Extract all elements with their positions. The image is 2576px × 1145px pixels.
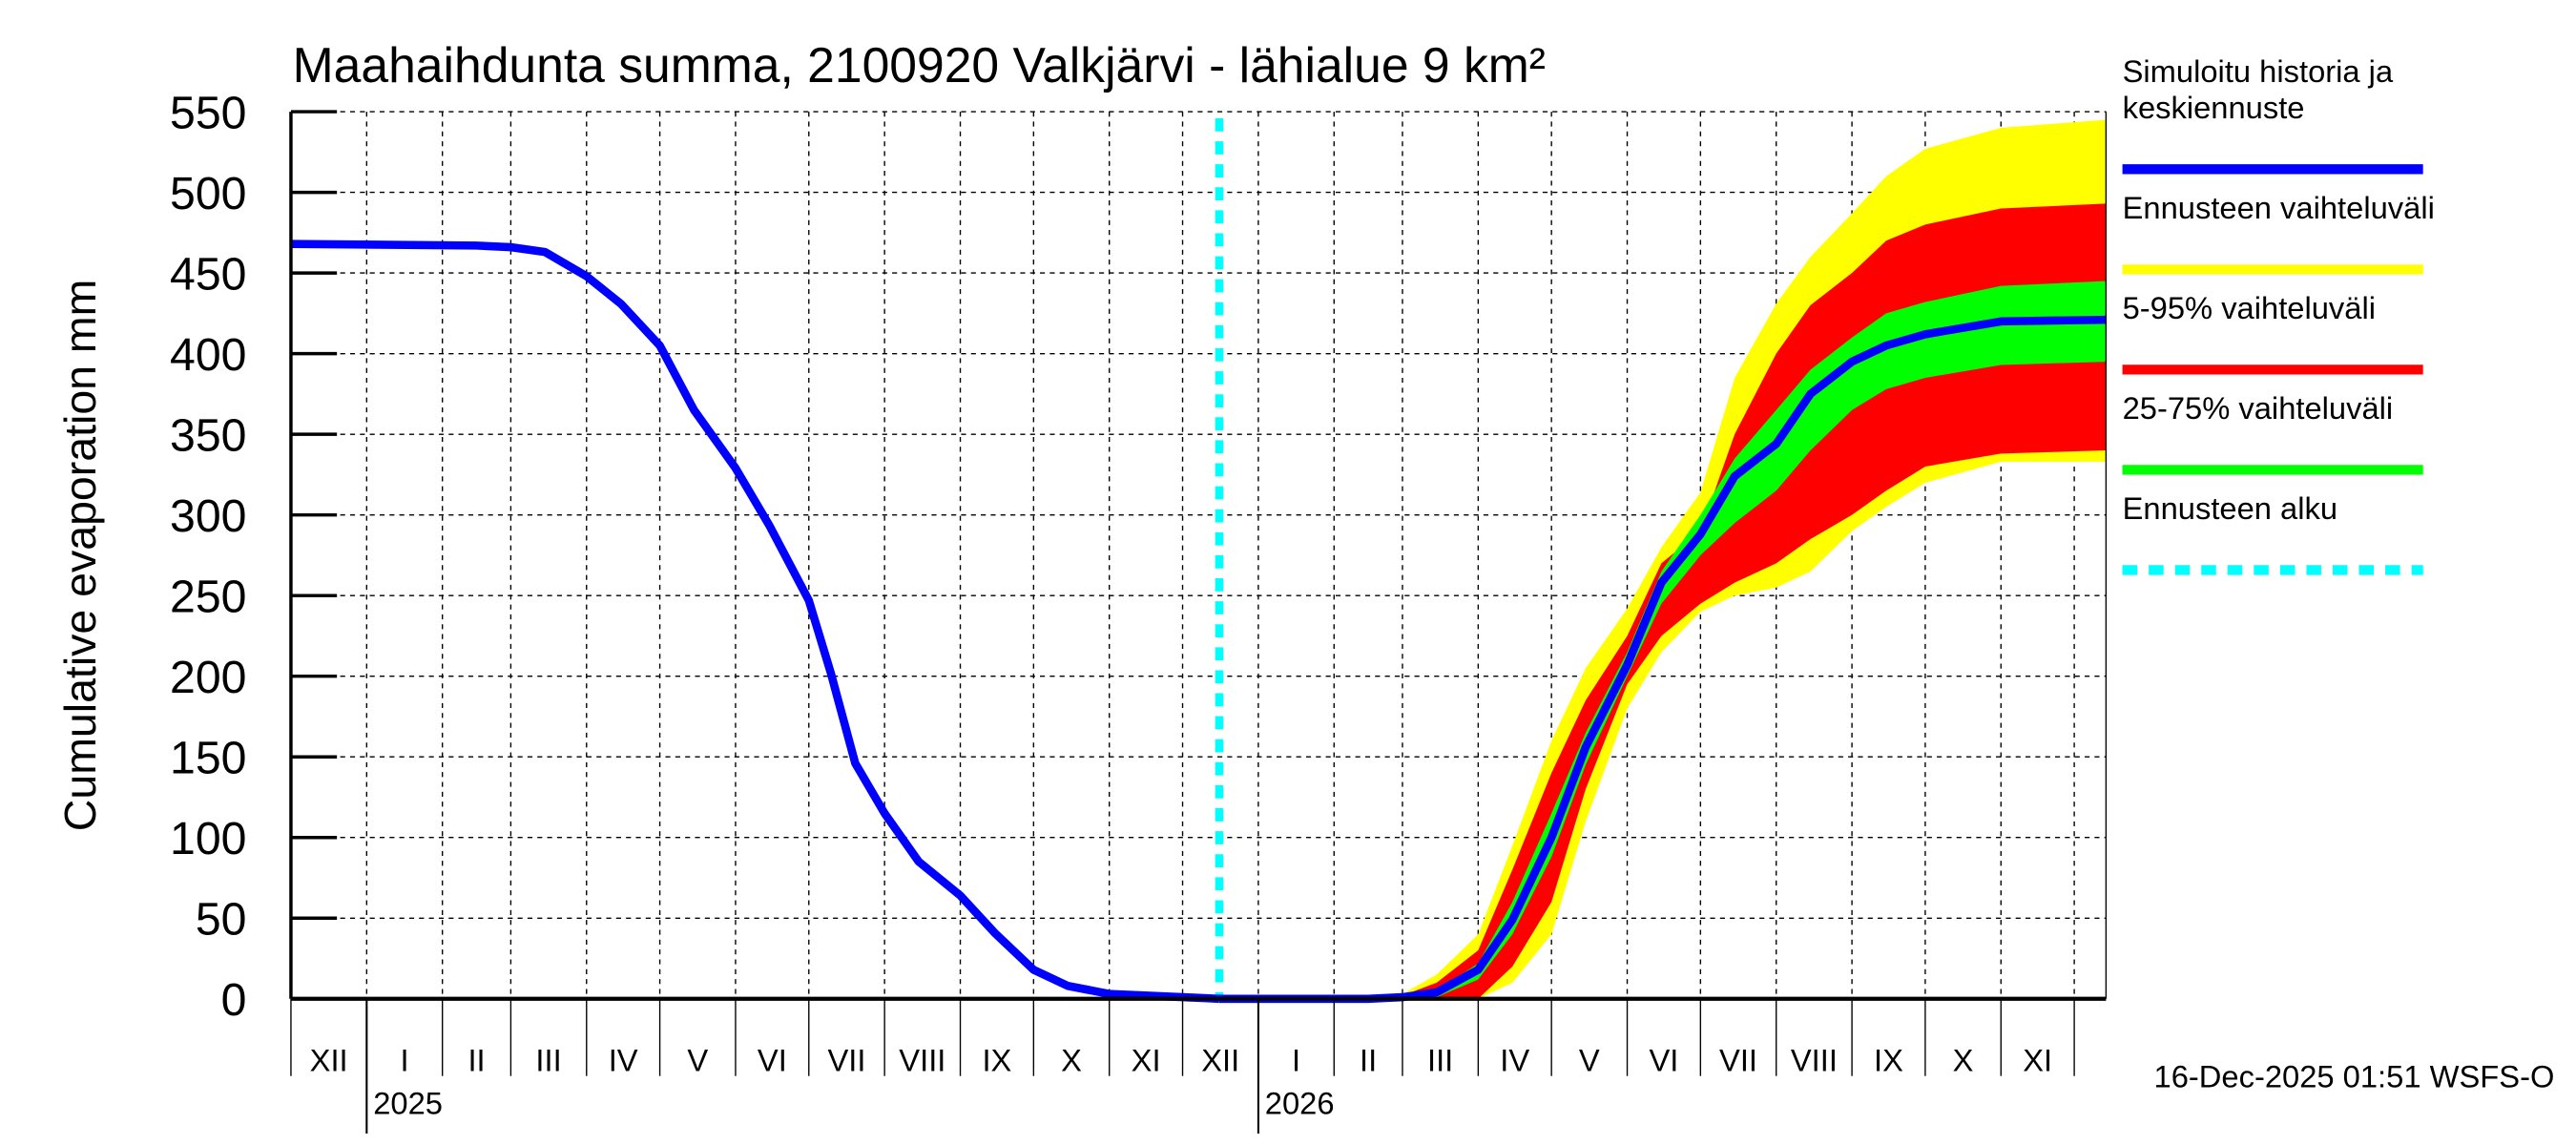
year-label: 2026 bbox=[1265, 1085, 1335, 1120]
x-tick-label: IX bbox=[1874, 1043, 1903, 1078]
x-tick-label: IV bbox=[609, 1043, 638, 1078]
x-tick-label: II bbox=[1360, 1043, 1377, 1078]
x-tick-label: IX bbox=[982, 1043, 1011, 1078]
x-tick-label: I bbox=[400, 1043, 408, 1078]
y-tick-label: 400 bbox=[170, 329, 246, 381]
x-tick-label: VIII bbox=[899, 1043, 945, 1078]
series-lines bbox=[290, 117, 2107, 1004]
band-25-75 bbox=[1218, 281, 2107, 999]
x-tick-label: VII bbox=[1719, 1043, 1757, 1078]
chart-title: Maahaihdunta summa, 2100920 Valkjärvi - … bbox=[293, 37, 1546, 93]
x-tick-label: VIII bbox=[1791, 1043, 1838, 1078]
legend-label: keskiennuste bbox=[2123, 90, 2305, 125]
legend-label: 5-95% vaihteluväli bbox=[2123, 290, 2376, 325]
x-tick-label: VI bbox=[1649, 1043, 1678, 1078]
grid bbox=[290, 111, 2107, 999]
x-tick-label: X bbox=[1953, 1043, 1974, 1078]
legend-label: Ennusteen vaihteluväli bbox=[2123, 190, 2435, 225]
y-tick-label: 50 bbox=[196, 893, 247, 945]
x-tick-label: I bbox=[1292, 1043, 1300, 1078]
y-tick-label: 200 bbox=[170, 652, 246, 703]
x-tick-label: V bbox=[1579, 1043, 1600, 1078]
y-tick-label: 0 bbox=[221, 974, 247, 1026]
x-tick-label: VI bbox=[758, 1043, 787, 1078]
y-tick-label: 100 bbox=[170, 813, 246, 864]
x-tick-label: X bbox=[1061, 1043, 1082, 1078]
forecast-bands bbox=[1218, 119, 2107, 999]
median-forecast-line bbox=[1218, 315, 2107, 1004]
legend-label: Simuloitu historia ja bbox=[2123, 53, 2394, 89]
x-tick-label: II bbox=[467, 1043, 485, 1078]
year-label: 2025 bbox=[373, 1085, 443, 1120]
y-axis-label: Cumulative evaporation mm bbox=[55, 280, 105, 832]
history-line bbox=[290, 239, 1220, 1004]
y-tick-label: 350 bbox=[170, 409, 246, 461]
x-tick-label: IV bbox=[1500, 1043, 1529, 1078]
x-tick-label: V bbox=[687, 1043, 708, 1078]
x-tick-label: III bbox=[535, 1043, 561, 1078]
footer-timestamp: 16-Dec-2025 01:51 WSFS-O bbox=[2154, 1059, 2555, 1094]
y-tick-label: 550 bbox=[170, 87, 246, 138]
y-tick-label: 300 bbox=[170, 490, 246, 542]
x-tick-label: XI bbox=[2023, 1043, 2052, 1078]
legend-label: Ennusteen alku bbox=[2123, 490, 2337, 526]
legend-label: 25-75% vaihteluväli bbox=[2123, 390, 2394, 426]
x-tick-label: XII bbox=[1201, 1043, 1239, 1078]
y-tick-label: 500 bbox=[170, 168, 246, 219]
x-tick-label: III bbox=[1427, 1043, 1453, 1078]
x-tick-label: XII bbox=[310, 1043, 348, 1078]
y-tick-label: 450 bbox=[170, 248, 246, 300]
axes: XII I II III IV V VI VII VIII IX X XI XII I II III IV V VI… bbox=[170, 87, 2108, 1134]
y-tick-label: 250 bbox=[170, 571, 246, 622]
x-tick-label: XI bbox=[1132, 1043, 1161, 1078]
x-tick-label: VII bbox=[827, 1043, 865, 1078]
y-tick-label: 150 bbox=[170, 732, 246, 783]
